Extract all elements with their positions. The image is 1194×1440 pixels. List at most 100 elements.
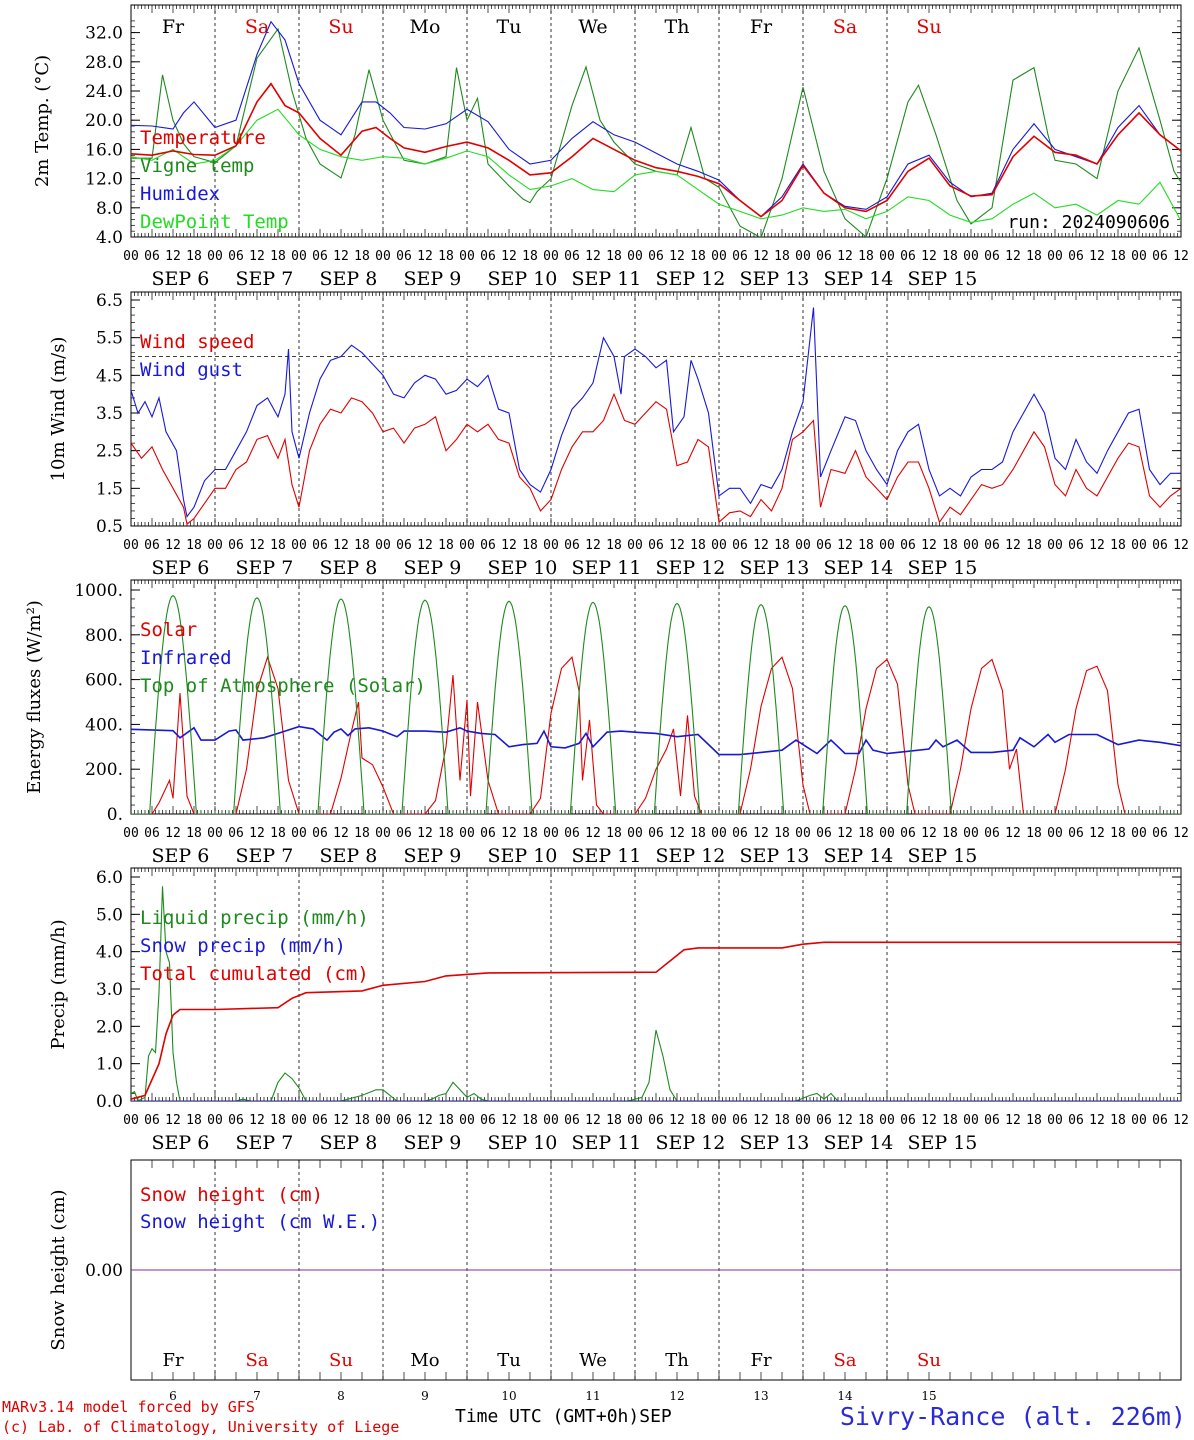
hour-label: 00 bbox=[1047, 1113, 1063, 1128]
panel-frame bbox=[130, 4, 1182, 238]
hour-label: 00 bbox=[459, 826, 475, 841]
hour-label: 00 bbox=[711, 826, 727, 841]
day-name: Mo bbox=[410, 16, 441, 38]
y-tick-label: 6.0 bbox=[96, 868, 123, 888]
hour-label: 00 bbox=[963, 249, 979, 264]
hour-label: 12 bbox=[1005, 249, 1021, 264]
date-label: SEP 12 bbox=[656, 1132, 726, 1154]
hour-label: 00 bbox=[711, 249, 727, 264]
hour-label: 18 bbox=[270, 826, 286, 841]
series-line-dewpoint-temp bbox=[131, 108, 1181, 223]
hour-label: 18 bbox=[522, 1113, 538, 1128]
hour-label: 12 bbox=[417, 826, 433, 841]
date-label: SEP 10 bbox=[488, 845, 558, 867]
date-label: SEP 14 bbox=[824, 268, 894, 290]
hour-label: 12 bbox=[249, 826, 265, 841]
y-tick-label: 20.0 bbox=[85, 111, 123, 131]
hour-label: 12 bbox=[1005, 1113, 1021, 1128]
hour-label: 12 bbox=[921, 1113, 937, 1128]
date-label: SEP 9 bbox=[404, 557, 462, 579]
day-name: Th bbox=[665, 1350, 689, 1371]
panel-energy: 0. 200. 400. 600. 800. 1000. Energy fluxes (W/… bbox=[24, 579, 1189, 867]
hour-label: 06 bbox=[984, 249, 1000, 264]
y-tick-label: 0.5 bbox=[96, 517, 123, 537]
hour-label: 18 bbox=[1026, 249, 1042, 264]
day-name: We bbox=[579, 1350, 607, 1371]
day-name: Sa bbox=[245, 1350, 268, 1371]
hour-label: 00 bbox=[795, 249, 811, 264]
hour-label: 00 bbox=[291, 249, 307, 264]
hour-label: 00 bbox=[879, 826, 895, 841]
hour-label: 06 bbox=[1068, 538, 1084, 553]
hour-label: 12 bbox=[417, 249, 433, 264]
day-name: Su bbox=[917, 1350, 941, 1371]
hour-label: 12 bbox=[753, 538, 769, 553]
date-label: SEP 11 bbox=[572, 268, 642, 290]
hour-label: 18 bbox=[606, 1113, 622, 1128]
series-group bbox=[131, 307, 1181, 526]
hour-label: 12 bbox=[669, 249, 685, 264]
legend-entry: Wind speed bbox=[140, 331, 254, 353]
hour-label: 06 bbox=[732, 826, 748, 841]
day-name: Sa bbox=[245, 16, 269, 38]
series-group bbox=[131, 594, 1181, 814]
hour-label: 06 bbox=[732, 1113, 748, 1128]
hour-label: 18 bbox=[774, 538, 790, 553]
hour-label: 12 bbox=[669, 538, 685, 553]
hour-label: 12 bbox=[165, 538, 181, 553]
y-axis-label: Precip (mm/h) bbox=[48, 919, 69, 1049]
hour-label: 18 bbox=[354, 249, 370, 264]
day-name: Su bbox=[328, 16, 353, 38]
y-tick-label: 12.0 bbox=[85, 170, 123, 190]
hour-label: 06 bbox=[732, 249, 748, 264]
y-axis-label: 2m Temp. (°C) bbox=[32, 55, 53, 187]
legend-entry: Snow height (cm) bbox=[140, 1184, 323, 1206]
hour-label: 00 bbox=[123, 826, 139, 841]
date-label: SEP 10 bbox=[488, 557, 558, 579]
hour-label: 18 bbox=[690, 1113, 706, 1128]
y-tick-label: 400. bbox=[85, 715, 123, 735]
hour-label: 06 bbox=[312, 1113, 328, 1128]
hour-label: 00 bbox=[543, 249, 559, 264]
hour-label: 12 bbox=[333, 826, 349, 841]
day-number: 6 bbox=[169, 1389, 177, 1403]
day-number: 8 bbox=[337, 1389, 345, 1403]
series-line-top-of-atmosphere-solar bbox=[131, 594, 1181, 814]
day-number: 10 bbox=[501, 1389, 516, 1403]
date-label: SEP 8 bbox=[320, 268, 378, 290]
hour-label: 12 bbox=[921, 826, 937, 841]
hour-label: 12 bbox=[333, 1113, 349, 1128]
hour-label: 12 bbox=[165, 1113, 181, 1128]
hour-label: 18 bbox=[1110, 538, 1126, 553]
hour-label: 00 bbox=[711, 1113, 727, 1128]
hour-label: 00 bbox=[375, 538, 391, 553]
hour-label: 06 bbox=[312, 538, 328, 553]
hour-label: 06 bbox=[144, 538, 160, 553]
hour-label: 00 bbox=[291, 826, 307, 841]
day-name: Fr bbox=[750, 16, 773, 38]
hour-label: 18 bbox=[774, 249, 790, 264]
hour-label: 00 bbox=[291, 1113, 307, 1128]
hour-label: 12 bbox=[165, 249, 181, 264]
hour-label: 06 bbox=[1152, 249, 1168, 264]
hour-label: 18 bbox=[1110, 1113, 1126, 1128]
hour-label: 18 bbox=[858, 249, 874, 264]
day-name: Fr bbox=[750, 1350, 771, 1371]
date-label: SEP 6 bbox=[152, 845, 210, 867]
hour-label: 00 bbox=[207, 826, 223, 841]
y-tick-label: 0.00 bbox=[85, 1261, 123, 1281]
date-label: SEP 10 bbox=[488, 268, 558, 290]
y-tick-label: 6.5 bbox=[96, 291, 123, 311]
x-axis-label: Time UTC (GMT+0h) bbox=[455, 1406, 640, 1427]
station-name: Sivry-Rance (alt. 226m) bbox=[839, 1402, 1186, 1431]
y-tick-label: 3.0 bbox=[96, 980, 123, 1000]
hour-label: 12 bbox=[921, 249, 937, 264]
run-annotation: run: 2024090606 bbox=[1007, 212, 1170, 233]
date-label: SEP 6 bbox=[152, 1132, 210, 1154]
hour-label: 00 bbox=[1131, 538, 1147, 553]
day-number: 13 bbox=[753, 1389, 768, 1403]
hour-label: 06 bbox=[900, 249, 916, 264]
series-line-infrared bbox=[131, 725, 1181, 756]
day-name: Th bbox=[665, 16, 690, 38]
date-label: SEP 15 bbox=[908, 557, 978, 579]
